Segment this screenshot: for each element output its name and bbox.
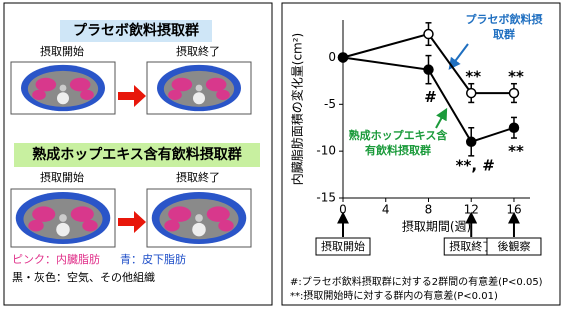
significance-label: **, #: [456, 156, 495, 174]
ct-image: [157, 64, 241, 112]
footnote: **:摂取開始時に対する群内の有意差(P<0.01): [290, 289, 498, 302]
after-label: 摂取終了: [176, 44, 220, 58]
ct-image: [15, 191, 111, 245]
right-frame: [281, 2, 561, 306]
legend-pink: ピンク：内臓脂肪: [12, 252, 100, 266]
milestone-label: 摂取開始: [321, 239, 365, 253]
significance-label: **: [465, 68, 481, 86]
legend-blue: 青：皮下脂肪: [120, 252, 186, 266]
y-axis-label: 内臓脂肪面積の変化量(cm²): [290, 33, 305, 185]
y-tick-label: -15: [316, 191, 336, 205]
marker: [423, 28, 434, 40]
y-tick-label: 0: [328, 50, 336, 64]
footnote: #:プラセボ飲料摂取群に対する2群間の有意差(P<0.05): [290, 275, 543, 288]
before-label: 摂取開始: [40, 44, 84, 58]
ct-image: [21, 64, 105, 112]
significance-label: **: [508, 68, 524, 86]
marker: [337, 52, 349, 63]
series-label: プラセボ飲料摂取群: [465, 13, 543, 41]
series-line: [342, 56, 515, 143]
y-tick-label: -10: [316, 144, 336, 158]
left-frame: [3, 2, 273, 306]
marker: [508, 122, 520, 133]
after-label: 摂取終了: [176, 170, 220, 184]
y-tick-label: -5: [324, 97, 336, 111]
red-arrow: [118, 211, 146, 233]
ct-image: [151, 191, 247, 245]
red-arrow: [118, 85, 146, 107]
title-bg: [14, 143, 260, 167]
legend-other: 黒・灰色：空気、その他組織: [12, 270, 155, 284]
title-bg: [60, 20, 212, 42]
x-axis-label: 摂取期間(週): [402, 219, 471, 234]
x-tick-label: 0: [339, 203, 347, 217]
marker: [465, 87, 477, 99]
series-line: [342, 32, 514, 95]
marker: [465, 136, 477, 148]
significance-label: **: [508, 142, 524, 160]
x-tick-label: 4: [382, 203, 390, 217]
milestone-box: [315, 237, 371, 256]
group-title: プラセボ飲料摂取群: [73, 22, 199, 39]
milestone-label: 後観察: [497, 239, 530, 253]
x-tick-label: 8: [425, 203, 433, 217]
milestone-box: [486, 237, 542, 256]
before-label: 摂取開始: [40, 170, 84, 184]
label-arrow: [448, 43, 469, 70]
marker: [423, 64, 434, 75]
significance-label: #: [424, 88, 437, 106]
label-arrow: [435, 107, 448, 129]
marker: [508, 87, 520, 99]
milestone-label: 摂取終了: [449, 239, 493, 253]
group-title: 熟成ホップエキス含有飲料摂取群: [32, 146, 242, 163]
series-label: 熟成ホップエキス含有飲料摂取群: [348, 129, 448, 157]
